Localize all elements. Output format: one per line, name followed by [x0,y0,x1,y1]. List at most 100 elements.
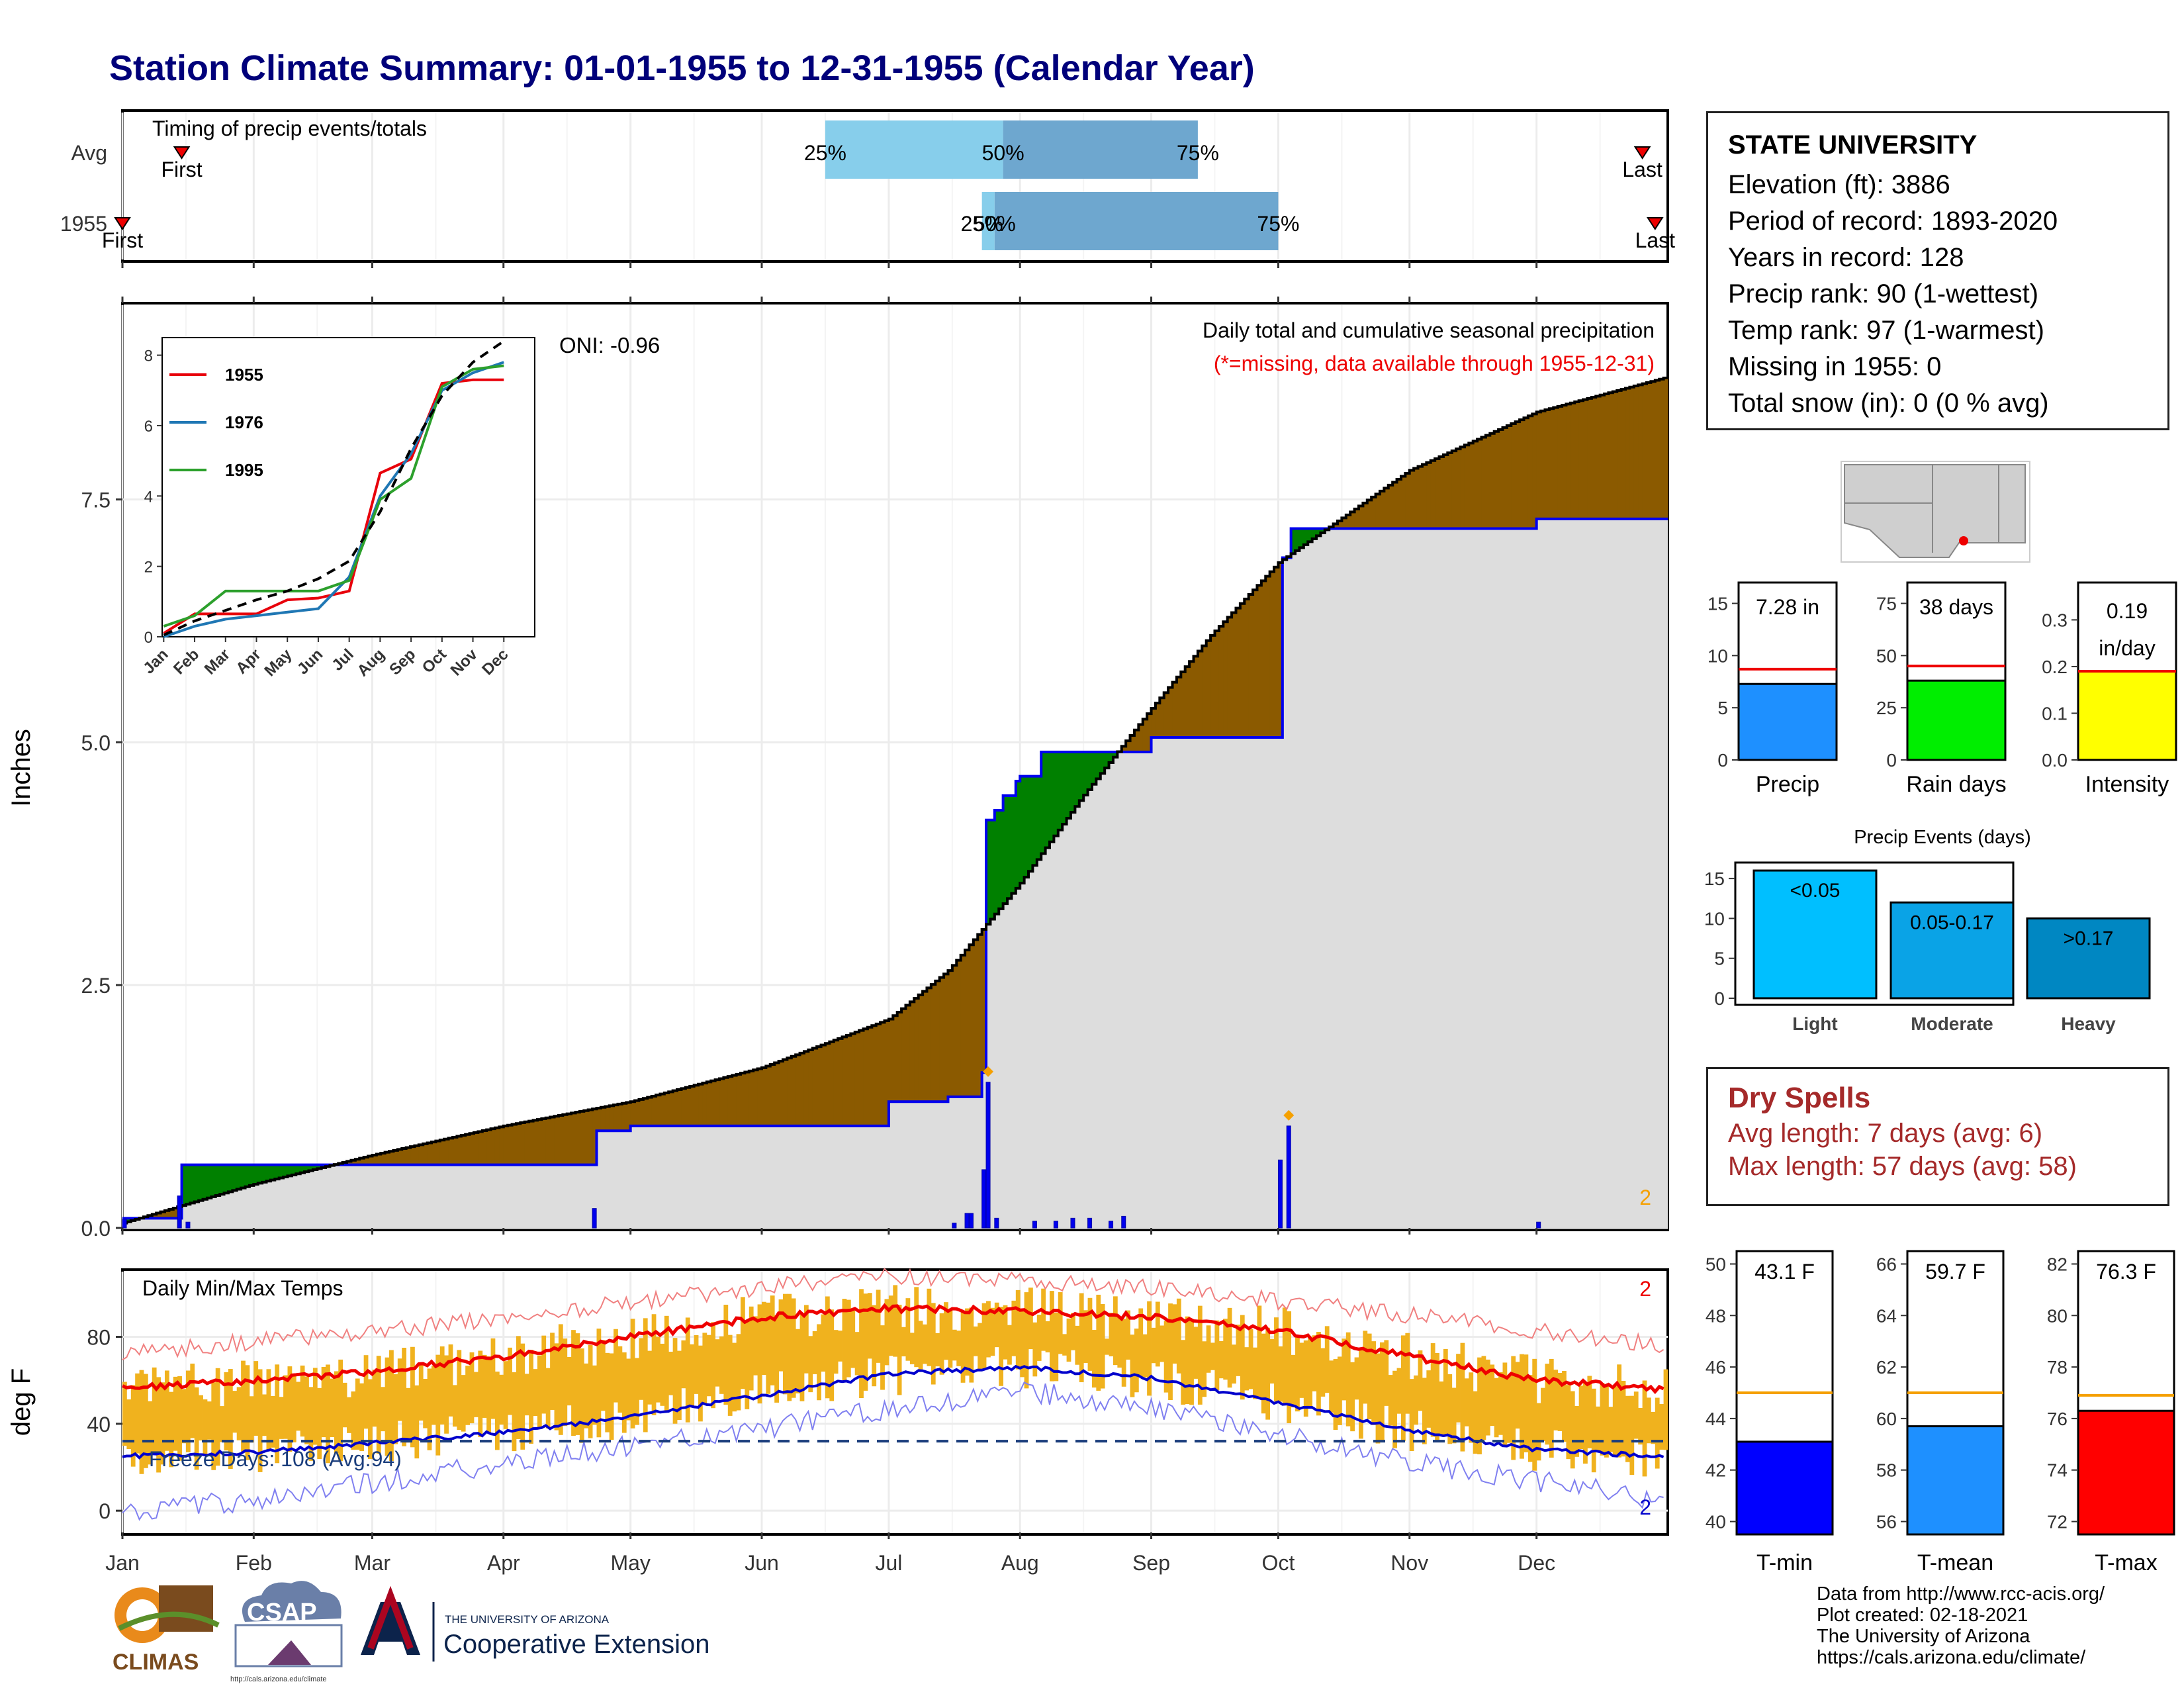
daily-temp-bar [846,1299,851,1378]
daily-temp-bar [838,1331,842,1362]
totals-value-label: in/day [2099,636,2155,660]
deficit-segment [1257,585,1262,737]
deficit-segment [897,1012,902,1102]
daily-temp-bar [723,1305,729,1405]
daily-temp-bar [1460,1342,1465,1452]
deficit-segment [435,1141,441,1165]
daily-temp-bar [1414,1375,1418,1425]
surplus-segment [1003,796,1008,904]
daily-temp-bar [1345,1332,1351,1427]
daily-temp-bar [702,1333,707,1404]
deficit-segment [901,1008,907,1102]
deficit-segment [550,1117,555,1165]
deficit-segment [1621,389,1626,519]
deficit-segment [1545,409,1550,519]
climas-logo: CLIMAS [113,1585,220,1675]
surplus-segment [270,1164,275,1180]
daily-temp-bar [236,1387,242,1440]
daily-temp-bar [1545,1364,1550,1445]
precip-events-bars: Precip Events (days) 0 5 10 15 <0.05 Light 0.05… [1704,827,2151,1034]
daily-temp-bar [211,1382,216,1470]
surplus-segment [1291,528,1296,554]
deficit-segment [1574,402,1580,519]
daily-temp-bar [1443,1348,1448,1435]
surplus-segment [1041,751,1046,854]
csap-logo-url: http://cals.arizona.edu/climate [230,1675,327,1683]
deficit-segment [529,1121,534,1165]
timing-bar-q25-avg [825,120,1003,179]
deficit-segment [575,1112,580,1165]
dry-spells-avg: Avg length: 7 days (avg: 6) [1728,1119,2043,1148]
totals-y-tick-label: 5 [1717,698,1728,718]
daily-temp-bar [1176,1298,1181,1374]
surplus-segment [287,1164,293,1176]
daily-temp-bar [1185,1316,1190,1405]
deficit-segment [1524,418,1529,529]
daily-temp-bar [1227,1307,1232,1388]
daily-temp-bar [397,1358,402,1421]
deficit-segment [770,1064,775,1126]
deficit-segment [148,1215,153,1219]
daily-temp-bar [194,1387,199,1470]
deficit-segment [1456,449,1461,529]
daily-temp-bar [592,1365,597,1425]
daily-temp-bar [330,1378,335,1438]
deficit-segment [427,1143,432,1165]
deficit-segment [1121,746,1126,752]
daily-temp-bar [1316,1331,1321,1416]
daily-temp-bar [1583,1382,1588,1464]
deficit-segment [1655,380,1660,519]
daily-temp-bar [257,1369,263,1472]
surplus-segment [257,1164,263,1184]
daily-temp-bar [245,1365,250,1460]
page-title: Station Climate Summary: 01-01-1955 to 1… [109,48,1255,88]
station-info-box: STATE UNIVERSITY Elevation (ft): 3886 Pe… [1706,111,2169,430]
daily-temp-bar [347,1397,351,1433]
deficit-segment [723,1077,729,1126]
daily-temp-bar [432,1366,436,1425]
daily-temp-bar [939,1313,944,1375]
timing-row-year: 1955 [60,212,107,236]
deficit-segment [1612,391,1617,519]
timing-first-marker-year [114,217,131,230]
surplus-segment [262,1164,267,1182]
daily-temp-bar [439,1346,445,1425]
surplus-segment [1062,751,1068,824]
daily-temp-bar [520,1343,525,1450]
daily-temp-bar [249,1396,254,1443]
deficit-segment [1520,420,1525,529]
daily-temp-bar [537,1355,542,1429]
temp-corner-bottom: 2 [1639,1495,1651,1519]
surplus-segment [279,1164,284,1178]
daily-temp-bar [1134,1329,1139,1393]
daily-temp-bar [741,1297,745,1389]
daily-precip-bar [592,1208,597,1229]
daily-temp-bar [376,1356,381,1454]
surplus-segment [203,1164,208,1199]
totals-bar-Rain days [1906,679,2007,761]
daily-temp-bar [1439,1381,1444,1436]
deficit-segment [1227,617,1232,737]
daily-temp-bar [575,1333,580,1435]
daily-temp-bar [647,1350,653,1405]
deficit-segment [1155,703,1160,737]
deficit-segment [448,1138,453,1165]
daily-temp-bar [418,1364,424,1421]
deficit-segment [1638,385,1643,519]
daily-temp-bar [1066,1318,1071,1362]
surplus-segment [236,1164,242,1190]
deficit-segment [1604,394,1610,519]
daily-temp-bar [266,1369,271,1450]
daily-temp-bar [1151,1327,1156,1364]
daily-temp-bar [948,1309,953,1368]
deficit-segment [909,1002,915,1102]
timing-first-label-avg: First [161,158,202,181]
deficit-segment [563,1114,568,1165]
daily-temp-bar [359,1383,365,1452]
daily-precip-bar [952,1223,957,1229]
daily-temp-bar [1451,1387,1457,1444]
deficit-segment [156,1213,161,1219]
daily-temp-bar [435,1354,441,1456]
daily-temp-bar [664,1315,669,1411]
daily-temp-bar [1232,1344,1236,1384]
